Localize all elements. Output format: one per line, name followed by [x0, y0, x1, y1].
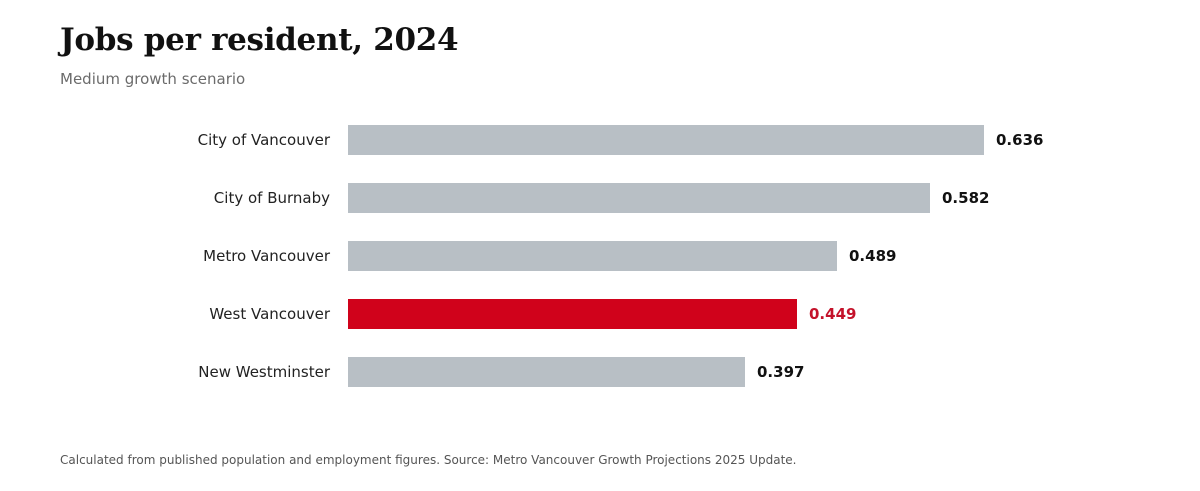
- bar-new-westminster: [348, 357, 745, 387]
- category-label-new-westminster: New Westminster: [198, 363, 331, 381]
- source-footnote: Calculated from published population and…: [60, 453, 797, 467]
- bar-chart: City of Vancouver 0.636 City of Burnaby 0.5…: [198, 125, 1043, 387]
- category-label-city-of-vancouver: City of Vancouver: [198, 131, 331, 149]
- value-label-west-vancouver: 0.449: [809, 305, 856, 323]
- value-label-city-of-vancouver: 0.636: [996, 131, 1043, 149]
- bar-metro-vancouver: [348, 241, 837, 271]
- category-label-metro-vancouver: Metro Vancouver: [203, 247, 331, 265]
- category-label-west-vancouver: West Vancouver: [209, 305, 330, 323]
- value-label-metro-vancouver: 0.489: [849, 247, 896, 265]
- bar-city-of-vancouver: [348, 125, 984, 155]
- chart-title: Jobs per resident, 2024: [60, 22, 459, 58]
- category-label-city-of-burnaby: City of Burnaby: [214, 189, 330, 207]
- value-label-city-of-burnaby: 0.582: [942, 189, 989, 207]
- bar-west-vancouver: [348, 299, 797, 329]
- value-label-new-westminster: 0.397: [757, 363, 804, 381]
- bar-city-of-burnaby: [348, 183, 930, 213]
- chart-subtitle: Medium growth scenario: [60, 70, 246, 88]
